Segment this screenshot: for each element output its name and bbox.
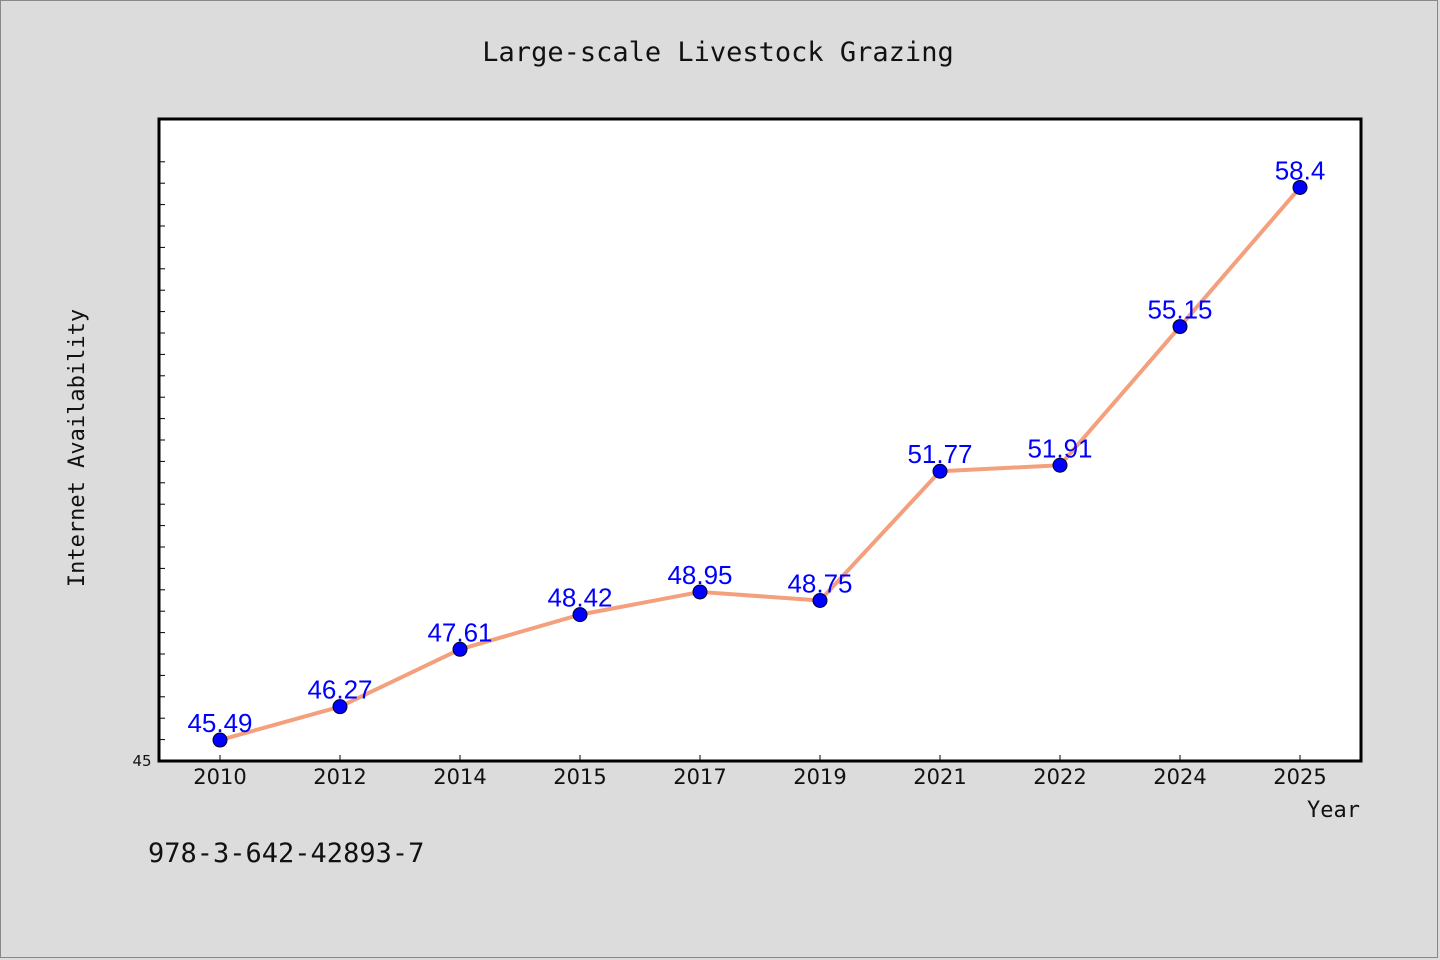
data-label: 48.75 [787, 569, 852, 599]
data-point [1172, 319, 1188, 335]
y-axis-label: Internet Availability [65, 309, 90, 587]
plot-area [157, 117, 1363, 763]
x-tick-label: 2024 [1153, 765, 1206, 789]
data-point [1052, 457, 1068, 473]
series-layer: 45.49 46.27 47.61 48.42 48.95 48.75 51.77 51.91… [187, 155, 1326, 748]
data-label: 48.95 [667, 560, 732, 590]
data-point [212, 732, 228, 748]
x-tick-label: 2022 [1033, 765, 1086, 789]
x-axis-ticks: 2010 2012 2014 2015 2017 2019 2021 2022 2024 2025 [193, 755, 1327, 789]
data-point [452, 641, 468, 657]
x-axis-label: Year [1307, 798, 1360, 823]
data-label: 48.42 [547, 583, 612, 613]
data-point [932, 463, 948, 479]
x-tick-label: 2012 [313, 765, 366, 789]
data-point [1292, 179, 1308, 195]
data-label: 47.61 [427, 617, 492, 647]
isbn-text: 978-3-642-42893-7 [148, 838, 424, 869]
x-tick-label: 2021 [913, 765, 966, 789]
data-point [692, 584, 708, 600]
data-label: 45.49 [187, 708, 252, 738]
data-point [572, 607, 588, 623]
x-tick-label: 2010 [193, 765, 246, 789]
x-tick-label: 2017 [673, 765, 726, 789]
data-label: 46.27 [307, 675, 372, 705]
x-tick-label: 2019 [793, 765, 846, 789]
y-tick-label-min: 45 [132, 752, 151, 770]
data-label: 51.91 [1027, 433, 1092, 463]
data-label: 55.15 [1147, 295, 1212, 325]
y-axis-ticks [159, 161, 165, 741]
data-point [332, 699, 348, 715]
x-tick-label: 2015 [553, 765, 606, 789]
chart-title: Large-scale Livestock Grazing [482, 37, 953, 68]
data-label: 51.77 [907, 439, 972, 469]
series-line [219, 186, 1302, 742]
data-label: 58.4 [1275, 155, 1326, 185]
data-point [812, 593, 828, 608]
x-tick-label: 2014 [433, 765, 486, 789]
x-tick-label: 2025 [1273, 765, 1326, 789]
